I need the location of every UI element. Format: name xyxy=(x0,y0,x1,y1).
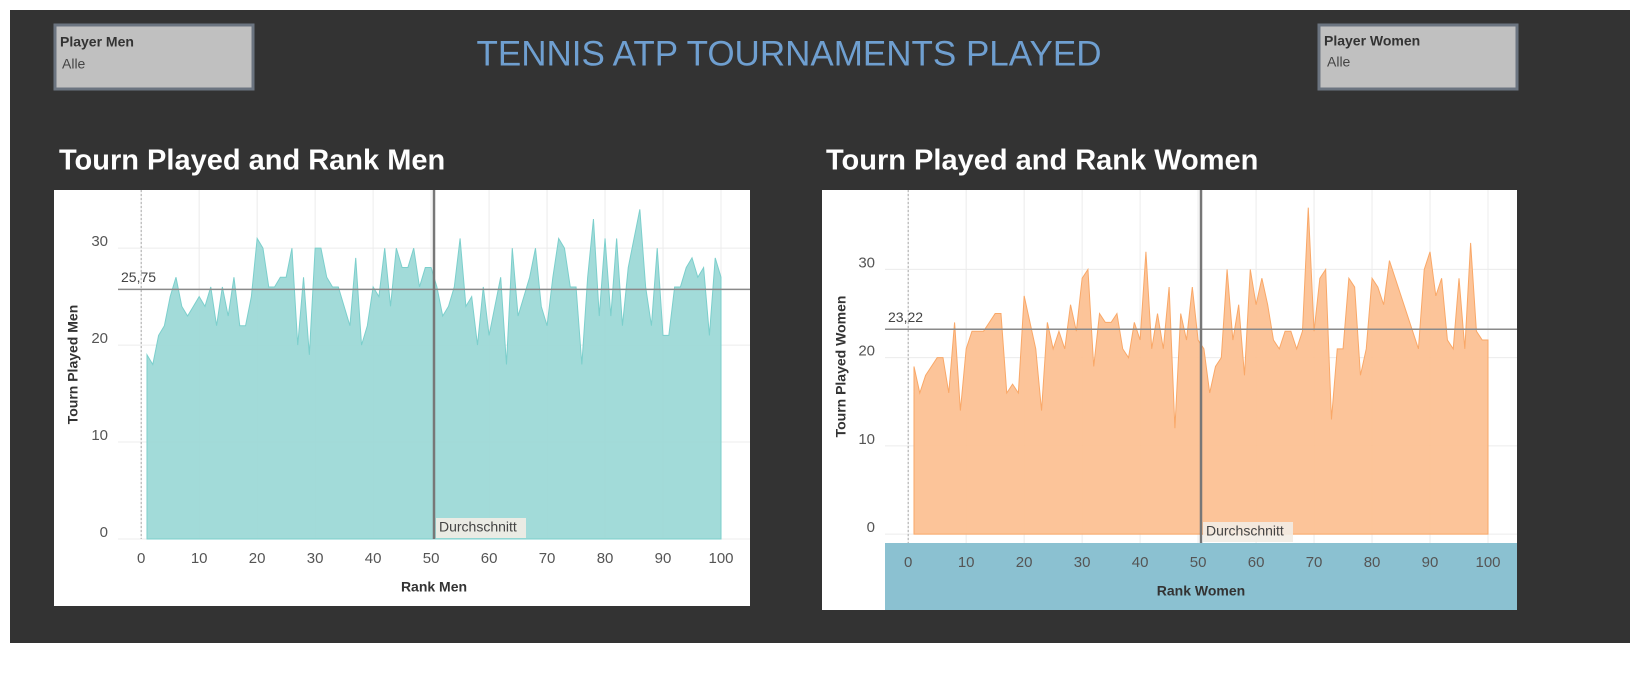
x-tick-label: 30 xyxy=(307,550,324,567)
x-tick-label: 100 xyxy=(708,550,733,567)
y-tick-label: 10 xyxy=(858,431,875,448)
reference-label: 25,75 xyxy=(121,269,156,285)
reference-label: Durchschnitt xyxy=(439,519,517,535)
y-tick-label: 30 xyxy=(91,233,108,250)
x-tick-label: 10 xyxy=(191,550,208,567)
y-tick-label: 30 xyxy=(858,254,875,271)
x-tick-label: 70 xyxy=(1306,554,1323,571)
x-tick-label: 50 xyxy=(423,550,440,567)
reference-label-bg xyxy=(1203,522,1293,542)
x-tick-label: 20 xyxy=(1016,554,1033,571)
x-tick-label: 70 xyxy=(539,550,556,567)
dashboard-title: TENNIS ATP TOURNAMENTS PLAYED xyxy=(477,34,1102,73)
filter-label: Player Women xyxy=(1324,33,1420,49)
filter-box[interactable] xyxy=(1317,23,1519,91)
x-axis-highlight xyxy=(885,543,1517,610)
y-tick-label: 20 xyxy=(91,330,108,347)
chart-title: Tourn Played and Rank Women xyxy=(826,145,1258,177)
reference-label: Durchschnitt xyxy=(1206,523,1284,539)
x-tick-label: 0 xyxy=(137,550,145,567)
y-tick-label: 20 xyxy=(858,343,875,360)
x-tick-label: 60 xyxy=(1248,554,1265,571)
filter-value[interactable]: Alle xyxy=(1327,54,1351,70)
x-tick-label: 0 xyxy=(904,554,912,571)
x-tick-label: 80 xyxy=(1364,554,1381,571)
chart-title: Tourn Played and Rank Men xyxy=(59,145,445,177)
filter-value[interactable]: Alle xyxy=(62,56,86,72)
y-tick-label: 0 xyxy=(867,519,875,536)
x-tick-label: 40 xyxy=(365,550,382,567)
reference-label: 23,22 xyxy=(888,309,923,325)
x-axis-title: Rank Women xyxy=(1157,583,1245,599)
x-tick-label: 60 xyxy=(481,550,498,567)
x-tick-label: 30 xyxy=(1074,554,1091,571)
y-tick-label: 10 xyxy=(91,427,108,444)
x-tick-label: 50 xyxy=(1190,554,1207,571)
x-tick-label: 20 xyxy=(249,550,266,567)
x-tick-label: 90 xyxy=(1422,554,1439,571)
x-tick-label: 10 xyxy=(958,554,975,571)
x-tick-label: 100 xyxy=(1475,554,1500,571)
y-axis-title: Tourn Played Men xyxy=(65,305,81,425)
filter-label: Player Men xyxy=(60,34,134,50)
x-tick-label: 90 xyxy=(655,550,672,567)
y-tick-label: 0 xyxy=(100,524,108,541)
reference-label-bg xyxy=(436,518,526,538)
filter-box[interactable] xyxy=(53,23,255,91)
x-tick-label: 40 xyxy=(1132,554,1149,571)
y-axis-title: Tourn Played Women xyxy=(833,296,849,438)
x-axis-title: Rank Men xyxy=(401,579,467,595)
x-tick-label: 80 xyxy=(597,550,614,567)
